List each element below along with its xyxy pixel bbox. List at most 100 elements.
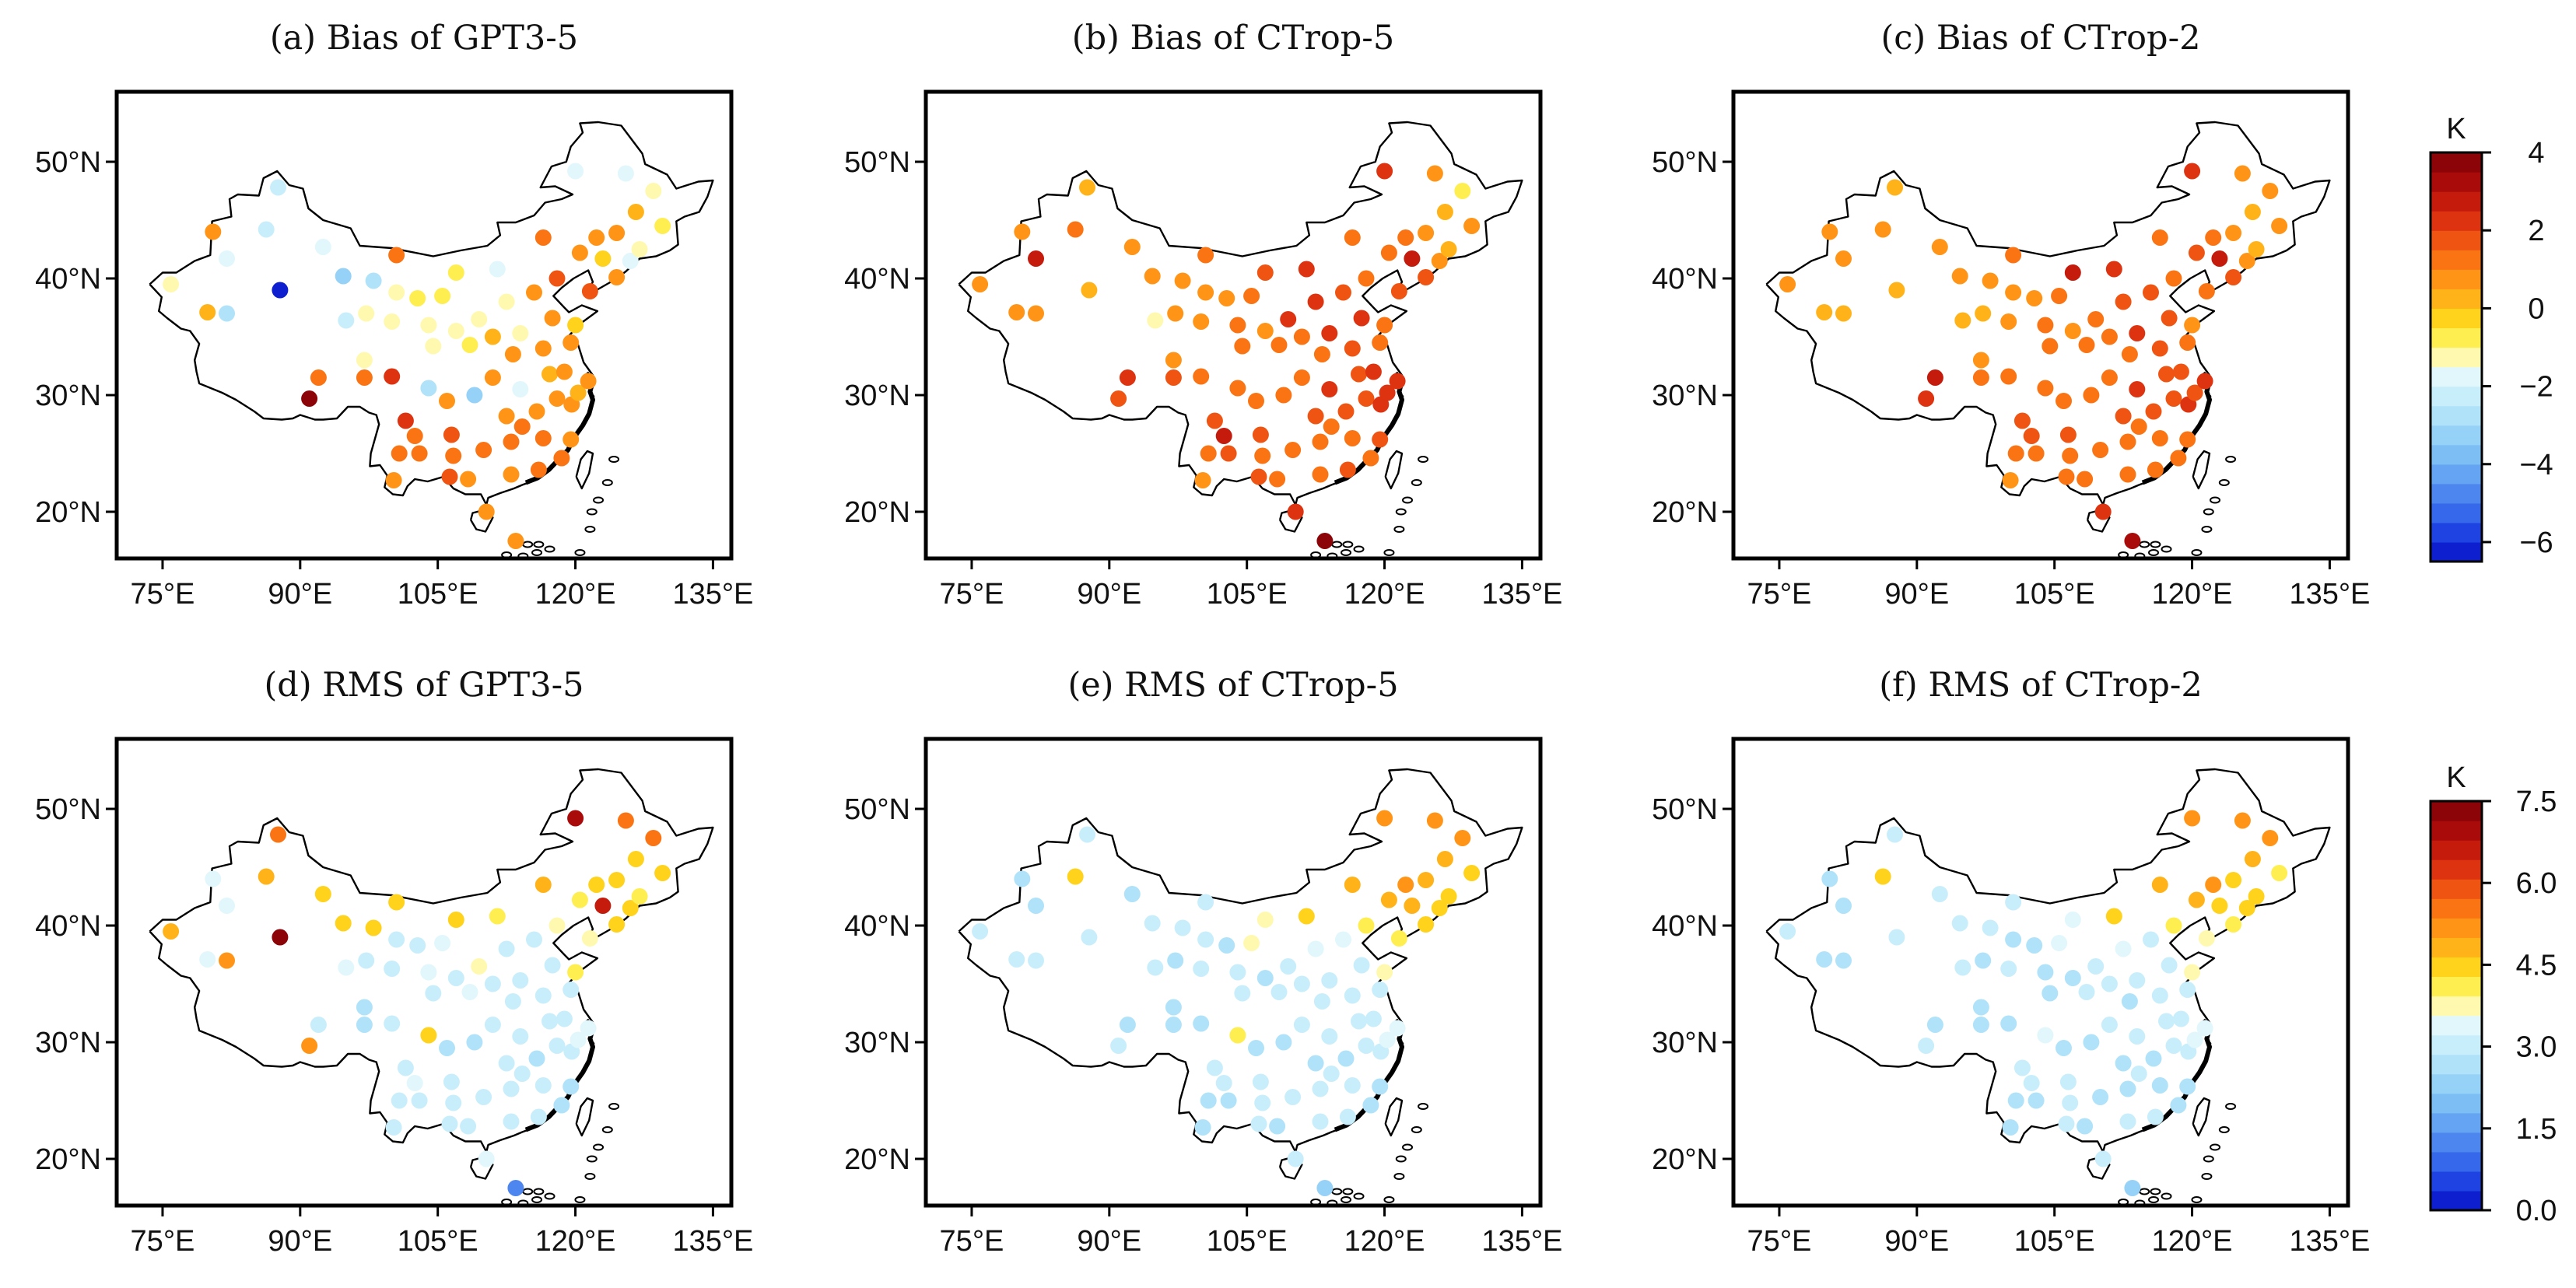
station-dot xyxy=(1972,352,1989,369)
station-dot xyxy=(1298,908,1315,925)
lon-tick-label: 90°E xyxy=(268,1225,332,1258)
islet xyxy=(2148,549,2160,556)
station-dot xyxy=(199,951,216,968)
station-dot xyxy=(2101,1017,2118,1033)
station-dot xyxy=(466,1034,483,1051)
map-panel-c: (c) Bias of CTrop-2 75°E 90°E 105°E 120°E 135… xyxy=(1652,19,2370,611)
station-dot xyxy=(1293,328,1310,345)
station-dot xyxy=(1353,957,1370,974)
islet xyxy=(1342,541,1354,548)
station-dot xyxy=(461,984,478,1000)
station-dot xyxy=(2002,1119,2019,1136)
station-dot xyxy=(475,1089,492,1105)
station-dot xyxy=(1954,312,1971,329)
station-dot xyxy=(1358,917,1375,934)
station-dot xyxy=(358,952,375,969)
station-dot xyxy=(1972,1017,1989,1033)
lon-tick-label: 75°E xyxy=(940,1225,1004,1258)
lat-tick-label: 30°N xyxy=(35,1027,101,1059)
station-dot xyxy=(1028,305,1044,322)
station-dot xyxy=(2271,865,2288,881)
station-dot xyxy=(1220,1092,1237,1109)
station-dot xyxy=(2056,1040,2072,1056)
station-dot xyxy=(645,183,662,199)
station-dot xyxy=(2244,851,2261,867)
islet xyxy=(2148,1196,2160,1203)
station-dot xyxy=(1835,952,1852,969)
station-dot xyxy=(2005,894,2022,911)
station-dot xyxy=(1269,1118,1286,1135)
station-dot xyxy=(471,311,488,327)
station-dot xyxy=(2151,877,2168,893)
station-dot xyxy=(1323,418,1340,435)
lon-tick-label: 135°E xyxy=(672,578,753,611)
station-dot xyxy=(1197,247,1214,264)
station-dot xyxy=(384,368,401,385)
station-dot xyxy=(1307,408,1324,425)
station-dot xyxy=(1081,929,1098,946)
map-frame xyxy=(1731,737,2350,1208)
station-dot xyxy=(388,894,405,911)
station-dot xyxy=(2184,964,2201,981)
colorbar-swatch xyxy=(2431,366,2482,387)
station-dot xyxy=(534,229,552,246)
station-dot xyxy=(2087,958,2105,975)
station-dot xyxy=(1372,334,1389,351)
station-dot xyxy=(563,1078,580,1095)
station-dot xyxy=(1197,931,1214,948)
station-dot xyxy=(1365,363,1382,380)
lon-tick-label: 135°E xyxy=(672,1225,753,1258)
station-dot xyxy=(489,261,506,278)
station-dot xyxy=(1376,163,1393,180)
station-dot xyxy=(548,390,566,407)
station-dot xyxy=(2205,877,2222,893)
station-dot xyxy=(2151,987,2168,1004)
colorbar-swatch xyxy=(2431,172,2482,192)
station-dot xyxy=(2000,313,2017,330)
station-dot xyxy=(411,445,428,462)
station-dot xyxy=(2238,253,2255,269)
station-dot xyxy=(1081,282,1098,299)
station-dot xyxy=(2161,957,2178,974)
lat-tick-label: 30°N xyxy=(844,380,910,412)
colorbar-tick-label: 2 xyxy=(2528,215,2544,247)
station-dot xyxy=(434,935,451,951)
station-dot xyxy=(2037,380,2054,397)
station-dot xyxy=(2143,284,2159,301)
islet xyxy=(1393,1173,1405,1180)
lat-tick-label: 40°N xyxy=(35,910,101,943)
station-dot xyxy=(526,284,542,301)
lon-tick-label: 75°E xyxy=(940,578,1004,611)
station-dot xyxy=(1440,888,1457,905)
station-dot xyxy=(1200,445,1217,462)
station-dot xyxy=(1067,221,1084,238)
station-dot xyxy=(1275,387,1292,404)
station-dot xyxy=(2013,1059,2031,1076)
station-dot xyxy=(512,325,529,341)
lat-tick-label: 30°N xyxy=(35,380,101,412)
islet xyxy=(1353,545,1365,553)
station-dot xyxy=(567,163,584,180)
station-dot xyxy=(484,1017,501,1033)
colorbar-swatch xyxy=(2431,502,2482,523)
station-dot xyxy=(528,1050,545,1067)
panel-title: (e) RMS of CTrop-5 xyxy=(1067,666,1398,705)
station-dot xyxy=(445,447,462,464)
station-dot xyxy=(2007,1092,2024,1109)
islet xyxy=(1341,549,1352,556)
lon-tick-label: 120°E xyxy=(2152,1225,2233,1258)
islet xyxy=(2218,479,2230,486)
lon-tick-label: 105°E xyxy=(398,1225,478,1258)
station-dot xyxy=(2000,1015,2017,1032)
station-dot xyxy=(2225,269,2242,285)
station-dot xyxy=(2158,1013,2175,1030)
coastline xyxy=(2141,1018,2212,1132)
station-dot xyxy=(2172,1010,2189,1027)
station-dot xyxy=(1982,919,1999,936)
station-dot xyxy=(1165,999,1182,1016)
station-dot xyxy=(478,503,495,520)
station-dot xyxy=(205,223,222,240)
station-dot xyxy=(1008,951,1025,968)
station-dot xyxy=(219,250,235,267)
station-dot xyxy=(1200,1092,1217,1109)
